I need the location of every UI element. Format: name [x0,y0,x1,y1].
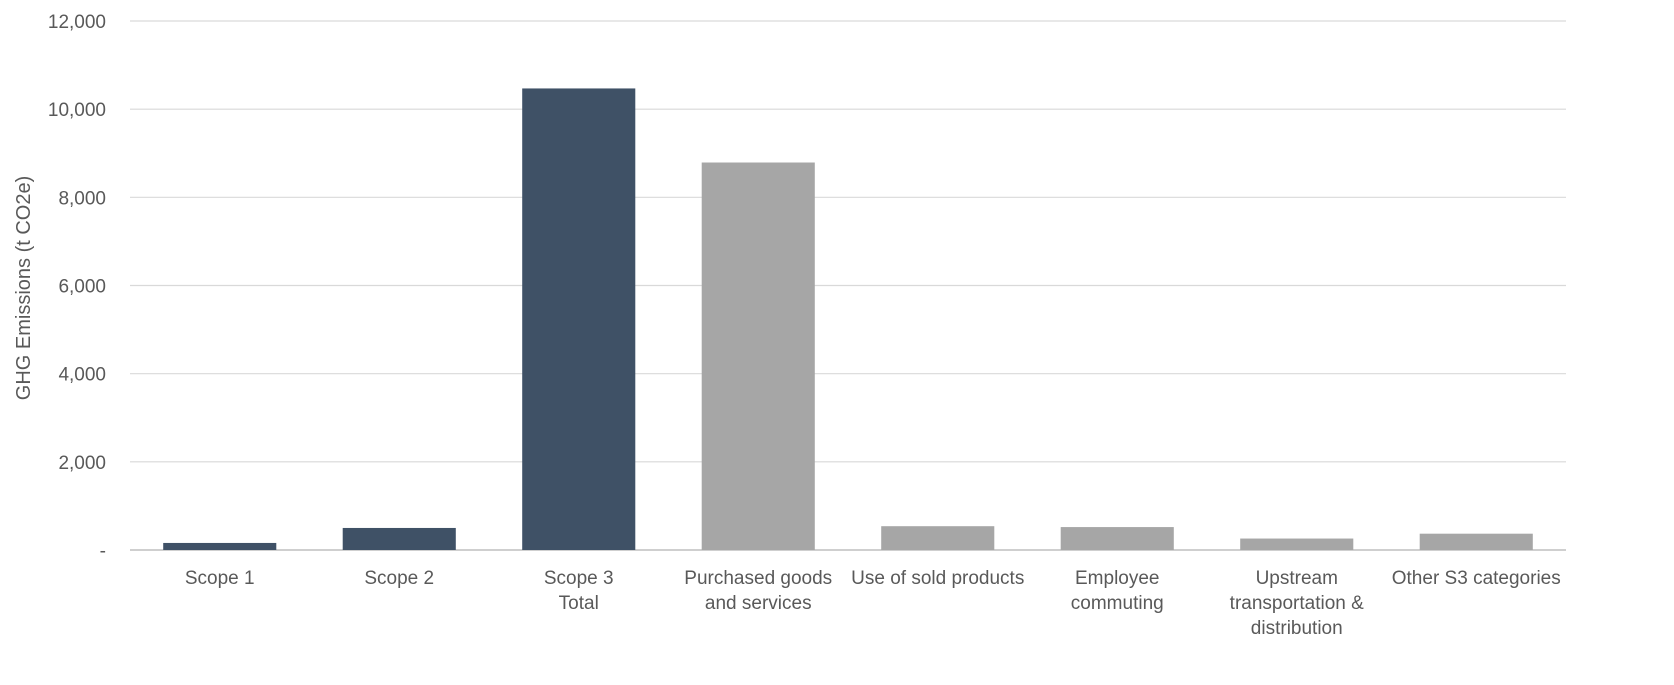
x-category-label-line: distribution [1251,618,1343,639]
x-category-label: Scope 1 [185,568,255,589]
x-category-label: Upstream transportation & distribution [1230,568,1364,639]
x-category-label-line: Employee [1075,568,1160,589]
x-category-label-line: Purchased goods [684,568,832,589]
x-category-label: Other S3 categories [1392,568,1561,589]
y-axis-label: GHG Emissions (t CO2e) [13,176,35,400]
gridlines [130,20,1566,551]
bar [522,88,636,550]
x-category-label: Use of sold products [851,568,1024,589]
bar [163,542,277,550]
bar [701,162,815,550]
x-category-label-line: Scope 1 [185,568,255,589]
x-category-label: Purchased goods and services [684,568,832,614]
bar [1419,533,1533,550]
y-tick-label: 6,000 [58,277,106,298]
x-category-label: Scope 2 [364,568,434,589]
x-category-label: Employee commuting [1071,568,1164,614]
x-category-label-line: and services [705,593,812,614]
x-category-label-line: commuting [1071,593,1164,614]
y-tick-label: 8,000 [58,188,106,209]
y-tick-label: 12,000 [48,12,106,33]
x-category-label-line: Scope 2 [364,568,434,589]
bar [1060,527,1174,550]
y-axis-ticks: - 2,000 4,000 6,000 8,000 10,000 12,000 [48,12,106,562]
x-category-label-line: Upstream [1256,568,1338,589]
bars [163,88,1533,550]
x-category-label: Scope 3 Total [544,568,614,614]
bar [342,527,456,550]
y-tick-label: - [100,541,106,562]
x-category-label-line: Other S3 categories [1392,568,1561,589]
y-tick-label: 2,000 [58,453,106,474]
x-category-label-line: Use of sold products [851,568,1024,589]
x-category-label-line: Total [559,593,599,614]
x-category-label-line: Scope 3 [544,568,614,589]
bar [881,526,995,550]
bar [1240,538,1354,550]
x-axis-categories: Scope 1 Scope 2 Scope 3 Total Purchased good… [185,568,1561,639]
x-category-label-line: transportation & [1230,593,1364,614]
y-tick-label: 10,000 [48,100,106,121]
y-tick-label: 4,000 [58,365,106,386]
